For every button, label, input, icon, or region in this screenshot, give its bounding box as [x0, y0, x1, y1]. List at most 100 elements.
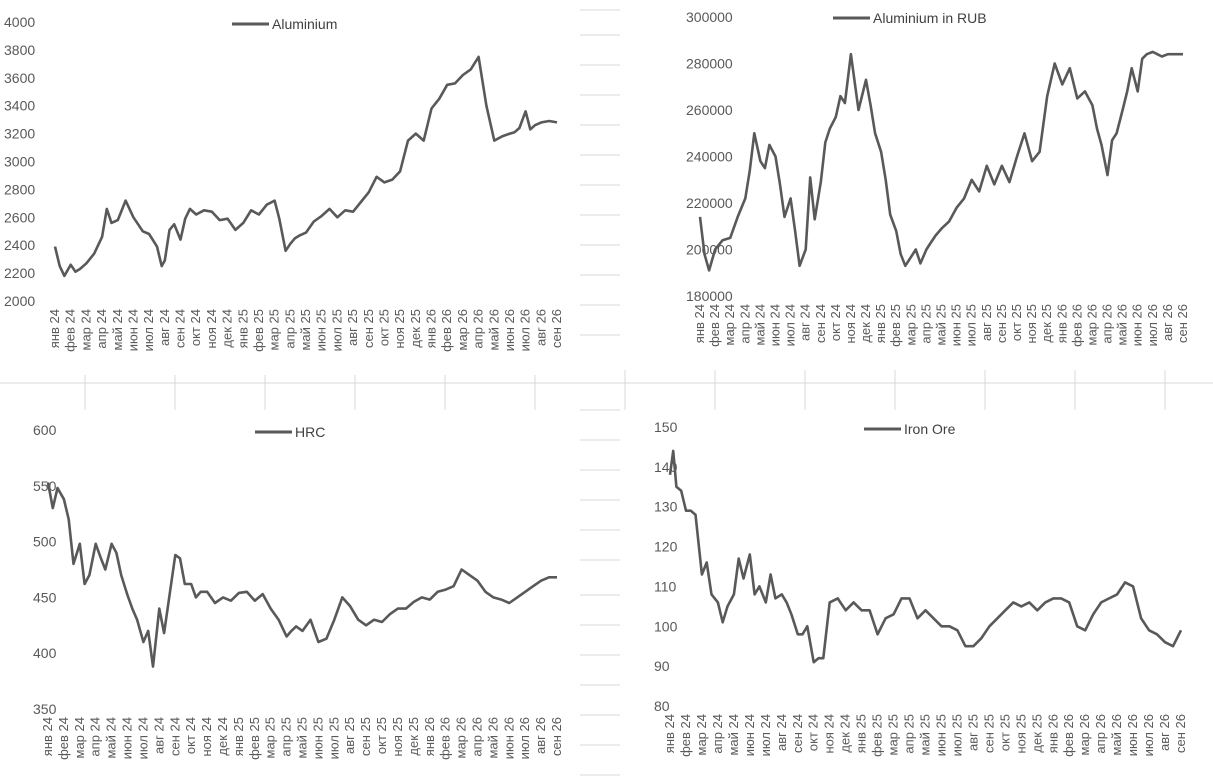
y-tick-label: 80	[654, 698, 670, 714]
x-tick-label: апр 26	[1100, 304, 1115, 344]
x-tick-label: янв 24	[692, 304, 707, 343]
series-line	[698, 50, 1183, 272]
x-tick-label: апр 26	[469, 717, 484, 757]
y-tick-label: 3400	[4, 98, 35, 114]
x-tick-label: дек 25	[406, 717, 421, 756]
y-tick-label: 130	[654, 499, 678, 515]
x-tick-label: окт 25	[374, 717, 389, 754]
x-tick-label: фев 26	[1061, 714, 1076, 757]
x-tick-label: июл 25	[949, 714, 964, 756]
y-tick-label: 3000	[4, 154, 35, 170]
x-tick-label: июл 26	[518, 309, 533, 351]
x-tick-label: фев 25	[247, 717, 262, 760]
x-tick-label: май 24	[104, 717, 119, 759]
series-line	[668, 449, 1183, 664]
chart-panel-1: 2000 2200 2400 2600 2800 3000 3200 3400 3600 3800…	[4, 14, 564, 352]
x-tick-label: мар 25	[267, 309, 282, 350]
x-tick-label: июл 25	[964, 304, 979, 346]
y-tick-label: 90	[654, 658, 670, 674]
x-tick-label: мар 24	[78, 309, 93, 350]
x-tick-label: авг 25	[979, 304, 994, 341]
y-tick-label: 500	[33, 534, 57, 550]
x-tick-label: апр 24	[94, 309, 109, 349]
x-tick-label: дек 25	[408, 309, 423, 348]
x-tick-label: янв 24	[662, 714, 677, 753]
x-tick-label: сен 26	[549, 309, 564, 348]
charts-group: 2000 2200 2400 2600 2800 3000 3200 3400 3600 3800…	[4, 9, 1190, 760]
x-tick-label: май 26	[1115, 304, 1130, 346]
x-tick-label: авг 24	[774, 714, 789, 751]
x-tick-label: фев 25	[251, 309, 266, 352]
x-tick-label: мар 24	[722, 304, 737, 345]
x-tick-label: фев 24	[56, 717, 71, 760]
series-line	[53, 55, 558, 278]
x-tick-label: фев 25	[888, 304, 903, 347]
y-tick-label: 2400	[4, 237, 35, 253]
x-tick-label: июл 24	[758, 714, 773, 756]
x-tick-label: апр 24	[710, 714, 725, 754]
y-tick-label: 300000	[686, 9, 733, 25]
x-tick-label: сен 25	[361, 309, 376, 348]
y-tick-label: 400	[33, 645, 57, 661]
x-tick-label: апр 25	[282, 309, 297, 349]
x-tick-label: авг 25	[345, 309, 360, 346]
x-tick-label: сен 24	[173, 309, 188, 348]
x-tick-label: июн 24	[742, 714, 757, 756]
x-tick-label: мар 24	[72, 717, 87, 758]
x-tick-label: фев 25	[870, 714, 885, 757]
x-tick-label: фев 24	[678, 714, 693, 757]
x-tick-label: сен 25	[358, 717, 373, 756]
x-tick-label: авг 26	[533, 717, 548, 754]
x-tick-label: янв 26	[1045, 714, 1060, 753]
x-tick-label: июл 25	[326, 717, 341, 759]
x-tick-label: мар 26	[455, 309, 470, 350]
x-tick-label: июл 26	[1145, 304, 1160, 346]
x-tick-label: авг 25	[965, 714, 980, 751]
x-tick-label: дек 25	[1029, 714, 1044, 753]
x-tick-label: дек 24	[220, 309, 235, 348]
x-tick-label: апр 26	[471, 309, 486, 349]
x-tick-label: апр 24	[88, 717, 103, 757]
y-tick-label: 350	[33, 701, 57, 717]
background-grid	[0, 9, 1213, 776]
x-tick-label: авг 25	[342, 717, 357, 754]
x-tick-label: май 26	[485, 717, 500, 759]
x-tick-label: июн 26	[501, 717, 516, 759]
x-tick-label: май 25	[295, 717, 310, 759]
x-tick-label: июн 24	[125, 309, 140, 351]
x-tick-label: окт 25	[997, 714, 1012, 751]
y-tick-label: 150	[654, 419, 678, 435]
x-tick-label: янв 24	[40, 717, 55, 756]
y-tick-label: 180000	[686, 288, 733, 304]
x-tick-label: фев 24	[63, 309, 78, 352]
y-tick-label: 260000	[686, 102, 733, 118]
x-tick-label: окт 25	[376, 309, 391, 346]
x-tick-label: июн 26	[1125, 714, 1140, 756]
x-tick-label: фев 26	[439, 309, 454, 352]
x-tick-label: окт 24	[183, 717, 198, 754]
y-tick-label: 2800	[4, 181, 35, 197]
y-tick-label: 600	[33, 422, 57, 438]
x-tick-label: мар 25	[263, 717, 278, 758]
x-tick-label: дек 24	[838, 714, 853, 753]
x-tick-label: сен 26	[1175, 304, 1190, 343]
y-tick-label: 4000	[4, 14, 35, 30]
y-tick-label: 100	[654, 618, 678, 634]
legend-label: Iron Ore	[904, 421, 956, 437]
x-tick-label: июл 26	[517, 717, 532, 759]
x-tick-label: июл 24	[783, 304, 798, 346]
x-tick-label: май 24	[110, 309, 125, 351]
x-tick-label: май 24	[752, 304, 767, 346]
x-tick-label: янв 26	[1054, 304, 1069, 343]
x-tick-label: ноя 25	[390, 717, 405, 757]
x-tick-label: май 25	[298, 309, 313, 351]
x-tick-label: фев 26	[1069, 304, 1084, 347]
y-tick-label: 3600	[4, 70, 35, 86]
legend-label: Aluminium	[272, 16, 337, 32]
x-tick-label: июн 25	[949, 304, 964, 346]
x-tick-label: авг 26	[1157, 714, 1172, 751]
x-tick-label: ноя 24	[204, 309, 219, 349]
x-tick-label: сен 24	[167, 717, 182, 756]
